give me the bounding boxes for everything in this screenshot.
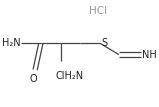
Text: S: S: [101, 38, 107, 48]
Text: ClH₂N: ClH₂N: [56, 71, 84, 81]
Text: HCl: HCl: [89, 6, 107, 16]
Text: H₂N: H₂N: [2, 39, 20, 48]
Text: O: O: [30, 74, 38, 84]
Text: NH: NH: [142, 50, 157, 60]
